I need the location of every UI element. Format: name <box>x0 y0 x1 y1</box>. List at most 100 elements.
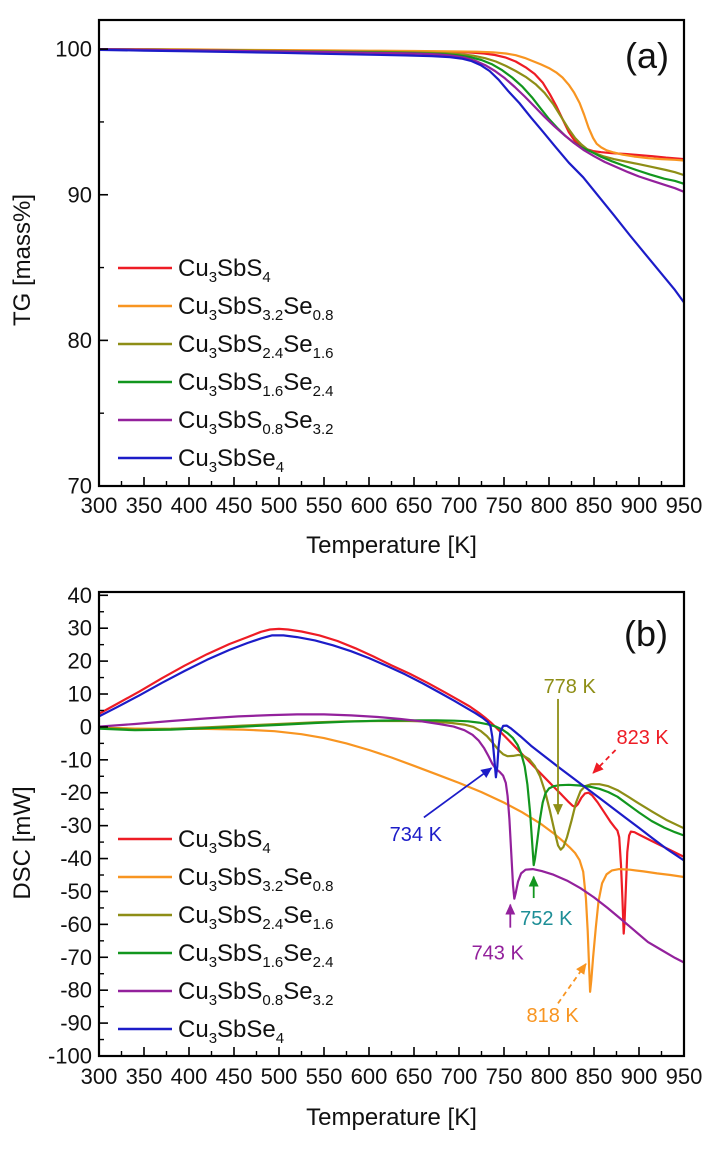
y-tick-label: -50 <box>60 879 92 904</box>
legend-label-subscript: 3.2 <box>262 878 283 895</box>
panel-letter: (a) <box>625 35 669 76</box>
legend-label-text: Cu <box>178 407 209 434</box>
y-axis-title: TG [mass%] <box>9 194 36 326</box>
annotation-818-k: 818 K <box>526 963 587 1027</box>
legend-label-subscript: 2.4 <box>313 954 334 971</box>
legend-label-text: SbS <box>217 978 262 1005</box>
legend-label-subscript: 4 <box>276 1030 284 1047</box>
y-tick-label: -40 <box>60 846 92 871</box>
y-tick-label: -90 <box>60 1011 92 1036</box>
y-tick-label: -10 <box>60 747 92 772</box>
legend-label-subscript: 3 <box>209 840 217 857</box>
y-tick-label: 80 <box>68 328 92 353</box>
legend-item-cu3sbs4: Cu3SbS4 <box>118 826 271 857</box>
legend-label-subscript: 3 <box>209 1030 217 1047</box>
x-tick-label: 850 <box>576 493 613 518</box>
legend-label-cu3sbs2-4se1-6: Cu3SbS2.4Se1.6 <box>178 331 333 362</box>
curve-cu3sbse4 <box>99 634 684 862</box>
x-tick-label: 850 <box>576 1064 613 1089</box>
legend-item-cu3sbs0-8se3-2: Cu3SbS0.8Se3.2 <box>118 407 333 438</box>
legend-label-subscript: 3 <box>209 954 217 971</box>
x-tick-label: 800 <box>531 493 568 518</box>
legend-label-cu3sbse4: Cu3SbSe4 <box>178 1016 284 1047</box>
annotation-text: 734 K <box>390 824 443 846</box>
curve-cu3sbs0-8se3-2 <box>99 47 684 193</box>
legend-label-text: Cu <box>178 255 209 282</box>
legend-label-subscript: 3 <box>209 459 217 476</box>
legend-label-subscript: 1.6 <box>262 954 283 971</box>
legend-label-text: Cu <box>178 978 209 1005</box>
legend-label-subscript: 3.2 <box>313 421 334 438</box>
x-tick-label: 450 <box>216 1064 253 1089</box>
y-tick-label: -70 <box>60 945 92 970</box>
legend-label-text: SbS <box>217 940 262 967</box>
y-tick-label: 0 <box>80 714 92 739</box>
y-tick-label: -60 <box>60 912 92 937</box>
x-tick-label: 900 <box>621 1064 658 1089</box>
legend-label-text: SbS <box>217 826 262 853</box>
x-tick-label: 650 <box>396 493 433 518</box>
curve-cu3sbs1-6se2-4 <box>99 719 684 867</box>
annotation-text: 743 K <box>472 942 525 964</box>
legend-label-subscript: 0.8 <box>262 992 283 1009</box>
legend-label-text: Cu <box>178 293 209 320</box>
y-tick-label: 90 <box>68 182 92 207</box>
curves-group <box>99 627 684 993</box>
panel-letter: (b) <box>624 613 668 654</box>
curve-cu3sbs3-2se0-8 <box>99 726 684 993</box>
legend-label-subscript: 0.8 <box>313 307 334 324</box>
panel-a: 300 350 400 450 500 550 600 650 700 750 800 850 900 9… <box>9 18 703 559</box>
y-tick-label: -100 <box>48 1044 92 1069</box>
legend-label-subscript: 4 <box>262 840 270 857</box>
x-tick-label: 950 <box>666 493 703 518</box>
x-tick-label: 550 <box>306 493 343 518</box>
x-tick-label: 500 <box>261 493 298 518</box>
x-tick-label: 900 <box>621 493 658 518</box>
x-tick-label: 500 <box>261 1064 298 1089</box>
legend-label-text: SbS <box>217 331 262 358</box>
x-tick-label: 750 <box>486 1064 523 1089</box>
legend-item-cu3sbse4: Cu3SbSe4 <box>118 1016 284 1047</box>
legend-label-text: Cu <box>178 826 209 853</box>
annotation-734-k: 734 K <box>390 767 493 846</box>
legend-label-text: Se <box>283 407 312 434</box>
x-tick-label: 350 <box>126 493 163 518</box>
x-tick-label: 300 <box>81 1064 118 1089</box>
x-tick-label: 450 <box>216 493 253 518</box>
legend-label-text: Cu <box>178 331 209 358</box>
legend-label-subscript: 2.4 <box>262 916 283 933</box>
plot-frame <box>97 18 686 488</box>
legend-label-subscript: 4 <box>276 459 284 476</box>
y-tick-label: 70 <box>68 474 92 499</box>
legend-label-cu3sbs2-4se1-6: Cu3SbS2.4Se1.6 <box>178 902 333 933</box>
x-tick-label: 650 <box>396 1064 433 1089</box>
legend-label-text: Se <box>283 369 312 396</box>
legend-label-subscript: 1.6 <box>313 916 334 933</box>
legend-item-cu3sbs4: Cu3SbS4 <box>118 255 271 286</box>
legend-item-cu3sbs1-6se2-4: Cu3SbS1.6Se2.4 <box>118 940 333 971</box>
legend-label-subscript: 2.4 <box>262 345 283 362</box>
legend-label-cu3sbs1-6se2-4: Cu3SbS1.6Se2.4 <box>178 369 333 400</box>
y-tick-label: 100 <box>55 37 92 62</box>
legend-label-subscript: 3 <box>209 269 217 286</box>
annotation-text: 818 K <box>526 1005 579 1027</box>
legend-label-cu3sbs4: Cu3SbS4 <box>178 255 271 286</box>
legend-label-subscript: 3.2 <box>262 307 283 324</box>
legend-label-cu3sbs1-6se2-4: Cu3SbS1.6Se2.4 <box>178 940 333 971</box>
legend-label-subscript: 3 <box>209 421 217 438</box>
y-tick-label: -80 <box>60 978 92 1003</box>
annotation-743-k: 743 K <box>472 903 525 964</box>
x-tick-label: 400 <box>171 1064 208 1089</box>
x-tick-label: 600 <box>351 1064 388 1089</box>
plot-area <box>99 592 684 1056</box>
y-tick-label: -30 <box>60 813 92 838</box>
legend-label-text: SbS <box>217 369 262 396</box>
legend-label-subscript: 0.8 <box>262 421 283 438</box>
legend-item-cu3sbs3-2se0-8: Cu3SbS3.2Se0.8 <box>118 864 333 895</box>
legend-label-subscript: 3 <box>209 878 217 895</box>
legend-label-subscript: 4 <box>262 269 270 286</box>
legend-label-cu3sbs4: Cu3SbS4 <box>178 826 271 857</box>
legend-label-subscript: 3 <box>209 916 217 933</box>
legend-label-text: Cu <box>178 864 209 891</box>
